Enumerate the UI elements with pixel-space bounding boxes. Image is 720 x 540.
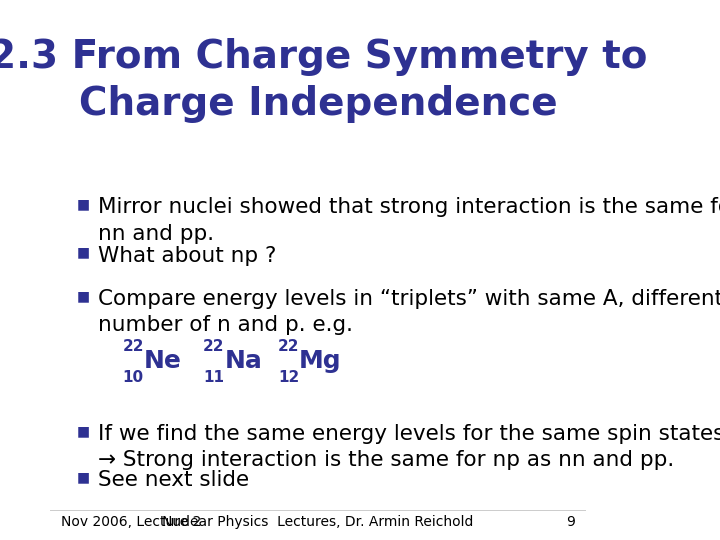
Text: ■: ■ xyxy=(77,197,90,211)
Text: If we find the same energy levels for the same spin states
→ Strong interaction : If we find the same energy levels for th… xyxy=(99,424,720,470)
Text: ■: ■ xyxy=(77,424,90,438)
Text: 10: 10 xyxy=(122,370,143,385)
Text: 11: 11 xyxy=(203,370,224,385)
Text: Compare energy levels in “triplets” with same A, different
number of n and p. e.: Compare energy levels in “triplets” with… xyxy=(99,289,720,335)
Text: ■: ■ xyxy=(77,289,90,303)
Text: Na: Na xyxy=(224,349,262,373)
Text: ■: ■ xyxy=(77,246,90,260)
Text: ■: ■ xyxy=(77,470,90,484)
Text: 9: 9 xyxy=(566,515,575,529)
Text: 2.3 From Charge Symmetry to
Charge Independence: 2.3 From Charge Symmetry to Charge Indep… xyxy=(0,38,647,123)
Text: See next slide: See next slide xyxy=(99,470,250,490)
Text: What about np ?: What about np ? xyxy=(99,246,276,266)
Text: 22: 22 xyxy=(278,339,300,354)
Text: Nov 2006, Lecture 2: Nov 2006, Lecture 2 xyxy=(61,515,202,529)
Text: Mg: Mg xyxy=(300,349,342,373)
Text: 22: 22 xyxy=(122,339,144,354)
Text: Mirror nuclei showed that strong interaction is the same for
nn and pp.: Mirror nuclei showed that strong interac… xyxy=(99,197,720,244)
Text: Nudear Physics  Lectures, Dr. Armin Reichold: Nudear Physics Lectures, Dr. Armin Reich… xyxy=(162,515,474,529)
Text: 12: 12 xyxy=(278,370,299,385)
Text: Ne: Ne xyxy=(144,349,181,373)
Text: 22: 22 xyxy=(203,339,225,354)
